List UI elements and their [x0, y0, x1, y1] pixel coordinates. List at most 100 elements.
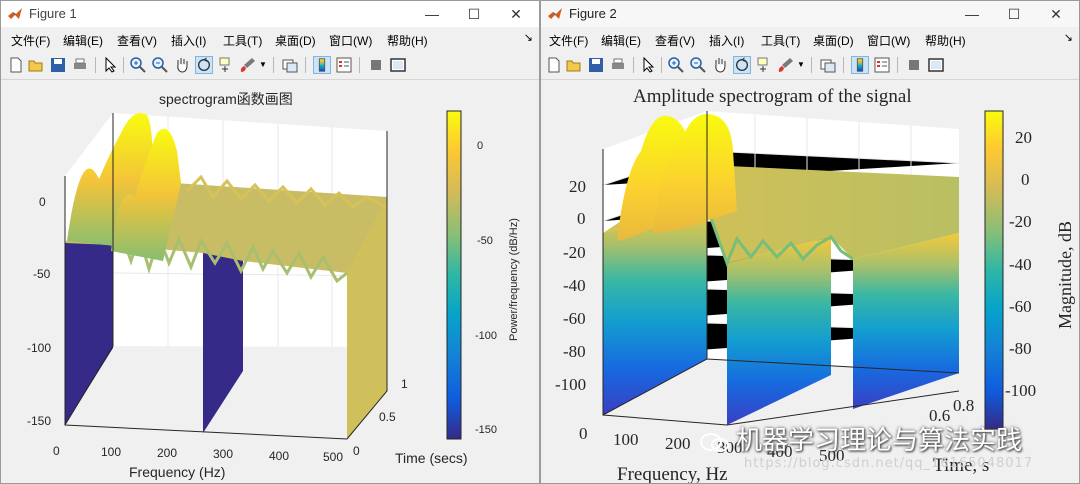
z-tick: -80	[563, 342, 586, 361]
rotate-3d-icon[interactable]	[195, 56, 213, 74]
watermark-text: 机器学习理论与算法实践	[700, 420, 1022, 457]
x-tick: 500	[819, 446, 845, 465]
figure2-toolbar: ▼	[541, 51, 1079, 80]
menu-window[interactable]: 窗口(W)	[867, 34, 911, 48]
y-axis-label: Time, s	[933, 455, 989, 476]
menu-file[interactable]: 文件(F)	[11, 34, 51, 48]
pan-hand-icon[interactable]	[173, 56, 191, 74]
menu-view[interactable]: 查看(V)	[655, 34, 695, 48]
zoom-in-icon[interactable]	[667, 56, 685, 74]
z-tick: -100	[555, 375, 586, 394]
y-axis: 0.6 0.8 Time, s	[929, 396, 989, 476]
window-title: Figure 1	[29, 6, 77, 21]
menu-edit[interactable]: 编辑(E)	[63, 34, 103, 48]
minimize-icon[interactable]: —	[965, 6, 979, 22]
brush-dropdown-icon[interactable]: ▼	[259, 60, 267, 69]
menu-window[interactable]: 窗口(W)	[329, 34, 373, 48]
zoom-out-icon[interactable]	[151, 56, 169, 74]
minimize-icon[interactable]: —	[425, 6, 439, 22]
y-axis-label: Time (secs)	[395, 450, 468, 466]
data-cursor-icon[interactable]	[217, 56, 235, 74]
menu-file[interactable]: 文件(F)	[549, 34, 589, 48]
colorbar-tick: -60	[1009, 297, 1032, 316]
y-tick: 0.5	[379, 410, 396, 424]
z-tick: 20	[569, 177, 586, 196]
hide-tools-icon[interactable]	[905, 56, 923, 74]
colorbar[interactable]	[446, 110, 462, 440]
colorbar-icon[interactable]	[313, 56, 331, 74]
x-tick: 300	[213, 447, 233, 461]
colorbar-tick: -40	[1009, 255, 1032, 274]
surface-ripple	[705, 206, 854, 268]
z-tick: -20	[563, 243, 586, 262]
menu-tools[interactable]: 工具(T)	[223, 34, 263, 48]
watermark-title: 机器学习理论与算法实践	[736, 426, 1023, 456]
close-icon[interactable]: ✕	[510, 6, 522, 22]
wechat-icon	[700, 431, 730, 453]
figure1-menubar: 文件(F) 编辑(E) 查看(V) 插入(I) 工具(T) 桌面(D) 窗口(W…	[1, 28, 539, 50]
pointer-icon[interactable]	[101, 56, 119, 74]
menu-view[interactable]: 查看(V)	[117, 34, 157, 48]
figure1-titlebar[interactable]: Figure 1 — ☐ ✕	[1, 1, 539, 27]
legend-icon[interactable]	[335, 56, 353, 74]
open-folder-icon[interactable]	[27, 56, 45, 74]
z-tick: -100	[27, 341, 51, 355]
maximize-icon[interactable]: ☐	[467, 6, 481, 22]
menu-edit[interactable]: 编辑(E)	[601, 34, 641, 48]
colorbar-tick: 0	[477, 140, 483, 152]
x-tick: 500	[323, 450, 343, 464]
menu-overflow-icon[interactable]: ↘	[523, 32, 533, 44]
menu-help[interactable]: 帮助(H)	[387, 34, 428, 48]
data-cursor-icon[interactable]	[755, 56, 773, 74]
surface-peak	[111, 128, 181, 261]
colorbar-ticks: 0 -50 -100 -150	[475, 140, 497, 436]
dock-icon[interactable]	[389, 56, 407, 74]
legend-icon[interactable]	[873, 56, 891, 74]
open-folder-icon[interactable]	[565, 56, 583, 74]
colorbar-icon[interactable]	[851, 56, 869, 74]
toolbar-separator	[359, 57, 360, 73]
menu-desktop[interactable]: 桌面(D)	[813, 34, 854, 48]
x-axis-label: Frequency, Hz	[617, 464, 728, 484]
colorbar[interactable]	[984, 110, 1004, 430]
menu-insert[interactable]: 插入(I)	[709, 34, 745, 48]
link-icon[interactable]	[281, 56, 299, 74]
pointer-icon[interactable]	[639, 56, 657, 74]
save-icon[interactable]	[49, 56, 67, 74]
x-tick: 300	[717, 438, 743, 457]
figure1-toolbar: ▼	[1, 51, 539, 80]
brush-icon[interactable]	[239, 56, 257, 74]
zoom-out-icon[interactable]	[689, 56, 707, 74]
colorbar-tick: -150	[475, 424, 497, 436]
colorbar-tick: -20	[1009, 212, 1032, 231]
figure2-window: Figure 2 — ☐ ✕ 文件(F) 编辑(E) 查看(V) 插入(I) 工…	[540, 0, 1080, 484]
figure2-titlebar[interactable]: Figure 2 — ☐ ✕	[541, 1, 1079, 27]
new-file-icon[interactable]	[7, 56, 25, 74]
rotate-3d-icon[interactable]	[733, 56, 751, 74]
brush-icon[interactable]	[777, 56, 795, 74]
save-icon[interactable]	[587, 56, 605, 74]
menu-tools[interactable]: 工具(T)	[761, 34, 801, 48]
close-icon[interactable]: ✕	[1050, 6, 1062, 22]
figure1-window: Figure 1 — ☐ ✕ 文件(F) 编辑(E) 查看(V) 插入(I) 工…	[0, 0, 540, 484]
brush-dropdown-icon[interactable]: ▼	[797, 60, 805, 69]
menu-overflow-icon[interactable]: ↘	[1063, 32, 1073, 44]
menu-help[interactable]: 帮助(H)	[925, 34, 966, 48]
hide-tools-icon[interactable]	[367, 56, 385, 74]
menu-desktop[interactable]: 桌面(D)	[275, 34, 316, 48]
axes-box	[726, 390, 960, 426]
toolbar-separator	[811, 57, 812, 73]
colorbar-tick: 20	[1015, 128, 1032, 147]
pan-hand-icon[interactable]	[711, 56, 729, 74]
dock-icon[interactable]	[927, 56, 945, 74]
matlab-logo	[548, 8, 562, 19]
zoom-in-icon[interactable]	[129, 56, 147, 74]
z-axis: 0 -50 -100 -150	[27, 195, 51, 428]
maximize-icon[interactable]: ☐	[1007, 6, 1021, 22]
link-icon[interactable]	[819, 56, 837, 74]
new-file-icon[interactable]	[545, 56, 563, 74]
print-icon[interactable]	[71, 56, 89, 74]
menu-insert[interactable]: 插入(I)	[171, 34, 207, 48]
print-icon[interactable]	[609, 56, 627, 74]
matlab-logo	[8, 8, 22, 19]
